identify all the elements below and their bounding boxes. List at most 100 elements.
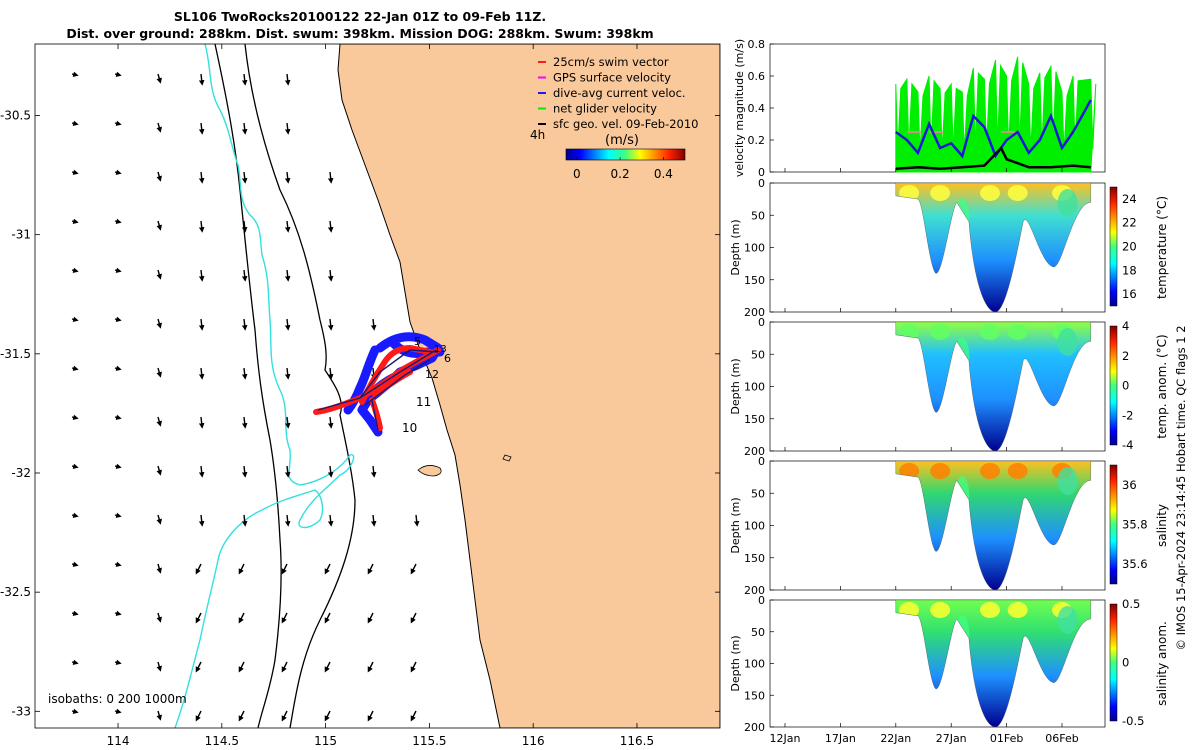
velocity-y-tick-label: 0.8 [748, 38, 766, 51]
velocity-y-axis: 0 0.2 0.4 0.6 0.8 [748, 38, 774, 179]
depth-tick-label: 150 [744, 552, 765, 565]
velocity-arrow [71, 708, 79, 715]
velocity-arrow [241, 465, 248, 478]
velocity-arrow [281, 661, 288, 673]
time-tick-label: 12Jan [770, 732, 801, 745]
velocity-arrow [410, 661, 417, 673]
velocity-arrow [410, 563, 417, 575]
map-frame [34, 43, 721, 729]
velocity-arrow [71, 561, 79, 568]
time-axis: 12Jan 17Jan 22Jan 27Jan 01Feb 06Feb [770, 168, 1079, 745]
velocity-arrow [198, 171, 205, 184]
net-glider-track [317, 349, 439, 431]
depth-tick-label: 200 [744, 721, 765, 734]
velocity-arrow [156, 367, 162, 378]
velocity-arrow [370, 514, 377, 527]
colorbar-tick-label: 35.8 [1122, 518, 1148, 532]
velocity-arrow [195, 710, 202, 722]
velocity-arrow [284, 465, 291, 478]
velocity-arrow [71, 316, 79, 323]
map-y-tick-label: -31.5 [0, 347, 31, 361]
velocity-arrow [281, 612, 288, 624]
velocity-series [895, 56, 1097, 173]
colorbar-tick-label: 35.6 [1122, 557, 1148, 571]
velocity-arrow [114, 659, 122, 666]
velocity-arrow [324, 661, 331, 673]
velocity-arrow [71, 659, 79, 666]
velocity-arrow [156, 710, 162, 721]
section-envelope [895, 460, 1092, 591]
land-mass [337, 44, 720, 728]
rottnest-island [417, 465, 442, 477]
isobath-1000m [214, 44, 282, 728]
velocity-arrow [410, 710, 417, 722]
day-label: 12 [425, 368, 439, 381]
section-colorbar [1109, 603, 1118, 722]
velocity-arrow [241, 122, 248, 135]
velocity-arrow [324, 612, 331, 624]
velocity-arrow [241, 416, 248, 429]
map-colorbar [565, 148, 686, 161]
map-colorbar-tick-label: 0.2 [611, 167, 630, 181]
velocity-arrow [241, 318, 248, 331]
section-cbar-label: temperature (°C) [1155, 196, 1169, 299]
velocity-arrow [114, 610, 122, 617]
depth-tick-label: 0 [758, 594, 765, 607]
velocity-arrow [114, 463, 122, 470]
isobath-label: isobaths: 0 200 1000m [48, 692, 187, 706]
velocity-arrow [241, 171, 248, 184]
velocity-arrow [198, 367, 205, 380]
small-island [502, 454, 512, 462]
depth-tick-label: 0 [758, 177, 765, 190]
section-panel: 0 50 100 150 200 Depth (m) 4 2 0 -2 -4 temp. anom. … [729, 316, 1169, 458]
time-label: 4h [530, 128, 545, 142]
day-label: 11 [416, 395, 431, 409]
velocity-y-tick-label: 0.2 [748, 134, 766, 147]
velocity-arrow [324, 563, 331, 575]
map-y-tick-label: -31 [11, 228, 31, 242]
section-ylabel: Depth (m) [729, 497, 742, 553]
timeseries-panels: 0 0.2 0.4 0.6 0.8 velocity magnitude (m/s) 0… [729, 38, 1188, 745]
map-x-tick-label: 115.5 [412, 734, 446, 748]
map-legend: 25cm/s swim vector GPS surface velocitydi… [530, 55, 699, 181]
velocity-arrow [71, 414, 79, 421]
section-ylabel: Depth (m) [729, 358, 742, 414]
map-x-tick-label: 114 [107, 734, 130, 748]
colorbar-tick-label: 18 [1122, 263, 1137, 277]
velocity-arrow [156, 171, 162, 182]
surface-velocity-vectors [71, 71, 420, 722]
velocity-arrow [284, 122, 291, 135]
velocity-arrow [198, 122, 205, 135]
velocity-arrow [284, 171, 291, 184]
watermark: © IMOS 15-Apr-2024 23:14:45 Hobart time.… [1174, 325, 1188, 650]
legend-label: 25cm/s swim vector [553, 55, 669, 69]
section-ylabel: Depth (m) [729, 219, 742, 275]
section-colorbar [1109, 464, 1118, 585]
map-x-axis: 114 114.5 115 115.5 116 116.5 [107, 44, 654, 748]
depth-tick-label: 100 [744, 520, 765, 533]
velocity-arrow [198, 465, 205, 478]
map-colorbar-ticks: 0 0.2 0.4 [573, 157, 673, 181]
legend-label: sfc geo. vel. 09-Feb-2010 [553, 117, 699, 131]
velocity-arrow [195, 612, 202, 624]
velocity-arrow [327, 465, 334, 478]
velocity-arrow [238, 661, 245, 673]
section-cbar-label: salinity [1155, 504, 1169, 547]
section-panel: 0 50 100 150 200 Depth (m) 0.5 0 -0.5 salinity an… [729, 594, 1169, 734]
legend-label: GPS surface velocity [553, 71, 671, 85]
velocity-arrow [195, 661, 202, 673]
section-colorbar [1109, 325, 1118, 446]
colorbar-tick-label: 16 [1122, 287, 1137, 301]
depth-tick-label: 50 [751, 487, 765, 500]
velocity-arrow [281, 563, 288, 575]
velocity-y-tick-label: 0.4 [748, 102, 766, 115]
time-tick-label: 22Jan [880, 732, 911, 745]
map-y-tick-label: -32.5 [0, 585, 31, 599]
velocity-arrow [156, 563, 162, 574]
time-tick-label: 01Feb [990, 732, 1023, 745]
section-envelope [895, 599, 1092, 728]
velocity-arrow [238, 710, 245, 722]
velocity-arrow [327, 171, 334, 184]
map-colorbar-tick-label: 0.4 [654, 167, 673, 181]
velocity-arrow [284, 514, 291, 527]
